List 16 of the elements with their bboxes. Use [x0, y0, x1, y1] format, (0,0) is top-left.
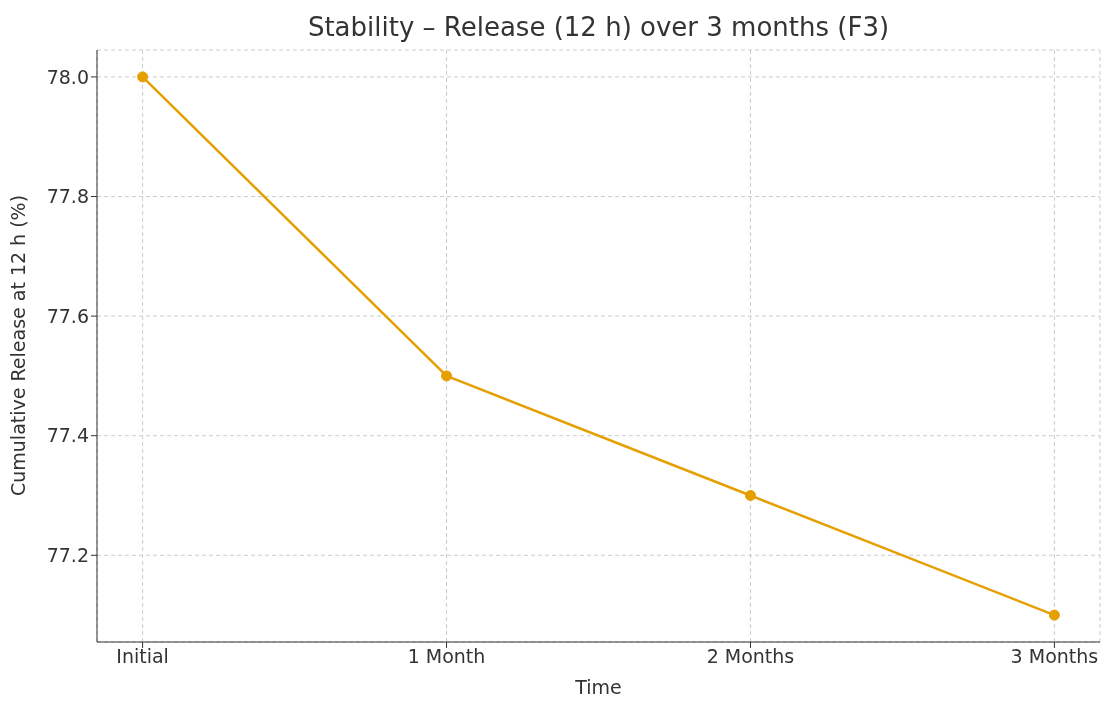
point — [1048, 609, 1060, 621]
y-tick-label: 77.8 — [46, 185, 89, 208]
point — [744, 490, 756, 501]
point — [137, 71, 149, 83]
x-axis-title: Time — [574, 676, 622, 698]
y-tick-label: 77.4 — [46, 424, 89, 447]
x-tick-label: Initial — [116, 645, 169, 668]
y-axis-title: Cumulative Release at 12 h (%) — [6, 194, 29, 496]
y-tick-label: 77.6 — [46, 304, 89, 327]
x-tick-label: 3 Months — [1010, 645, 1099, 668]
x-tick-label: 2 Months — [706, 645, 795, 668]
chart-title: Stability – Release (12 h) over 3 months (F3) — [306, 12, 891, 42]
y-tick-label: 77.2 — [46, 544, 89, 567]
y-tick-label: 78.0 — [46, 65, 89, 88]
point — [441, 370, 453, 382]
x-tick-label: 1 Month — [407, 645, 486, 668]
